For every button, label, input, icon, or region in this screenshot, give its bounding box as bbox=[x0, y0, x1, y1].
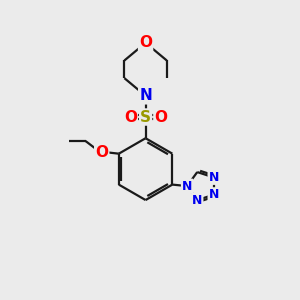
Text: S: S bbox=[140, 110, 151, 124]
Text: N: N bbox=[139, 88, 152, 103]
Text: N: N bbox=[208, 171, 219, 184]
Text: O: O bbox=[139, 35, 152, 50]
Text: O: O bbox=[95, 145, 108, 160]
Text: O: O bbox=[124, 110, 137, 124]
Text: N: N bbox=[182, 180, 192, 193]
Text: N: N bbox=[208, 188, 219, 201]
Text: N: N bbox=[192, 194, 202, 207]
Text: O: O bbox=[154, 110, 167, 124]
